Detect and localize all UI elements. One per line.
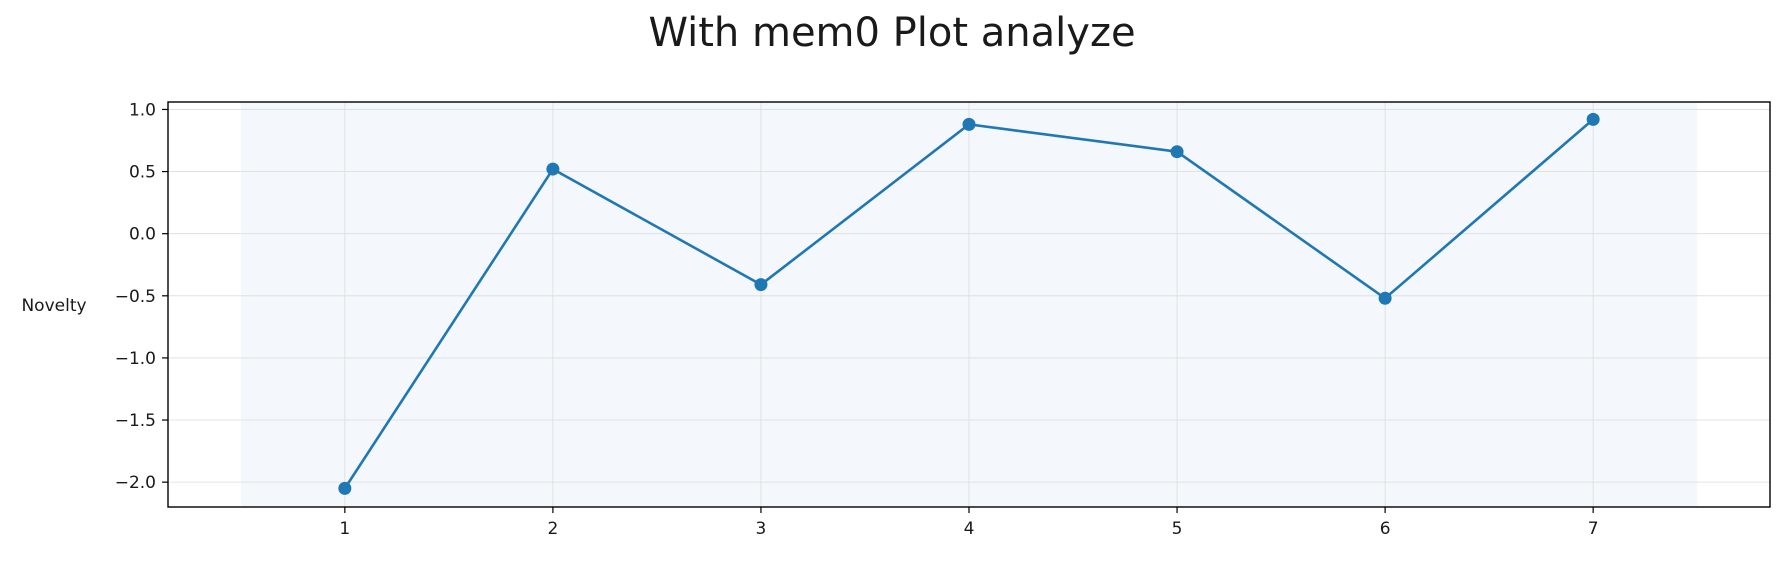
data-point-3 (754, 278, 768, 292)
x-tick-label: 3 (756, 519, 767, 539)
data-point-5 (1170, 145, 1184, 159)
data-point-2 (546, 162, 560, 176)
y-tick-label: −1.0 (115, 349, 156, 369)
plot-area: 1 2 3 4 5 6 7 1.0 0.5 0.0 −0.5 −1.0 −1.5 −2.0 (115, 100, 1771, 539)
y-tick-label: −1.5 (115, 411, 156, 431)
y-tick-label: −0.5 (115, 287, 156, 307)
y-tick-label: 0.0 (129, 225, 156, 245)
y-axis-label: Novelty (21, 296, 86, 316)
x-tick-label: 5 (1172, 519, 1183, 539)
y-tick-label: 0.5 (129, 163, 156, 183)
y-tick-label: 1.0 (129, 100, 156, 120)
chart-title: With mem0 Plot analyze (648, 10, 1135, 56)
data-point-4 (962, 117, 976, 131)
data-point-7 (1586, 112, 1600, 126)
x-tick-label: 4 (964, 519, 975, 539)
y-tick-label: −2.0 (115, 473, 156, 493)
x-tick-label: 6 (1380, 519, 1391, 539)
x-tick-label: 7 (1588, 519, 1599, 539)
data-point-1 (338, 481, 352, 495)
data-point-6 (1378, 291, 1392, 305)
x-tick-label: 2 (547, 519, 558, 539)
x-tick-label: 1 (339, 519, 350, 539)
